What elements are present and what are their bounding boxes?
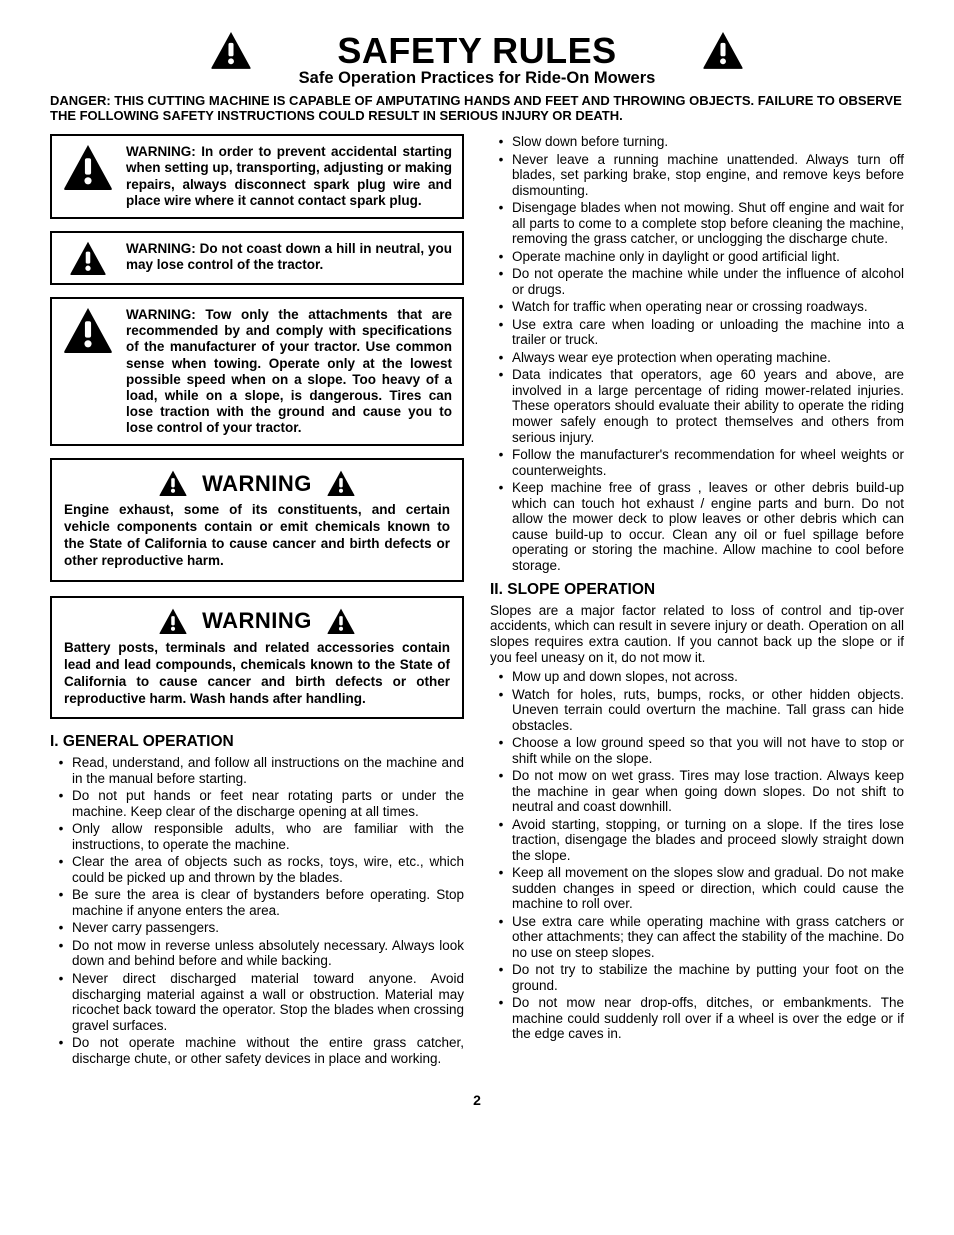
- warning-icon: [326, 470, 356, 496]
- list-item: Use extra care when loading or unloading…: [490, 317, 904, 348]
- section-1-cont-list: Slow down before turning. Never leave a r…: [490, 134, 904, 573]
- list-item: Keep machine free of grass , leaves or o…: [490, 480, 904, 573]
- warning-heading: WARNING: [202, 608, 312, 633]
- section-1-list: Read, understand, and follow all instruc…: [50, 755, 464, 1066]
- list-item: Watch for holes, ruts, bumps, rocks, or …: [490, 687, 904, 734]
- page-number: 2: [50, 1092, 904, 1108]
- list-item: Watch for traffic when operating near or…: [490, 299, 904, 315]
- list-item: Never leave a running machine unattended…: [490, 152, 904, 199]
- list-item: Data indicates that operators, age 60 ye…: [490, 367, 904, 445]
- warning-body: Battery posts, terminals and related acc…: [64, 640, 450, 708]
- list-item: Follow the manufacturer's recommendation…: [490, 447, 904, 478]
- danger-text: DANGER: THIS CUTTING MACHINE IS CAPABLE …: [50, 94, 904, 124]
- section-2-heading: II. SLOPE OPERATION: [490, 581, 904, 599]
- warning-text: WARNING: In order to prevent accidental …: [126, 144, 452, 209]
- warning-icon: [158, 608, 188, 634]
- warning-body: Engine exhaust, some of its constituents…: [64, 502, 450, 570]
- section-2-list: Mow up and down slopes, not across. Watch…: [490, 669, 904, 1042]
- warning-icon: [62, 144, 114, 190]
- warning-icon: [210, 30, 252, 70]
- list-item: Do not operate the machine while under t…: [490, 266, 904, 297]
- list-item: Only allow responsible adults, who are f…: [50, 821, 464, 852]
- list-item: Be sure the area is clear of bystanders …: [50, 887, 464, 918]
- list-item: Do not put hands or feet near rotating p…: [50, 788, 464, 819]
- list-item: Use extra care while operating machine w…: [490, 914, 904, 961]
- list-item: Read, understand, and follow all instruc…: [50, 755, 464, 786]
- warning-icon: [326, 608, 356, 634]
- warning-box-3: WARNING: Tow only the attachments that a…: [50, 297, 464, 447]
- list-item: Never direct discharged material toward …: [50, 971, 464, 1033]
- list-item: Do not mow on wet grass. Tires may lose …: [490, 768, 904, 815]
- list-item: Keep all movement on the slopes slow and…: [490, 865, 904, 912]
- left-column: WARNING: In order to prevent accidental …: [50, 134, 464, 1068]
- list-item: Do not try to stabilize the machine by p…: [490, 962, 904, 993]
- list-item: Do not mow near drop-offs, ditches, or e…: [490, 995, 904, 1042]
- warning-box-2: WARNING: Do not coast down a hill in neu…: [50, 231, 464, 285]
- warning-heading: WARNING: [202, 471, 312, 496]
- warning-box-1: WARNING: In order to prevent accidental …: [50, 134, 464, 219]
- subtitle: Safe Operation Practices for Ride-On Mow…: [50, 69, 904, 88]
- section-1-heading: I. GENERAL OPERATION: [50, 733, 464, 751]
- warning-icon: [62, 307, 114, 353]
- list-item: Do not mow in reverse unless absolutely …: [50, 938, 464, 969]
- list-item: Avoid starting, stopping, or turning on …: [490, 817, 904, 864]
- california-warning-1: WARNING Engine exhaust, some of its cons…: [50, 458, 464, 582]
- list-item: Never carry passengers.: [50, 920, 464, 936]
- right-column: Slow down before turning. Never leave a r…: [490, 134, 904, 1068]
- california-warning-2: WARNING Battery posts, terminals and rel…: [50, 596, 464, 720]
- warning-icon: [702, 30, 744, 70]
- list-item: Slow down before turning.: [490, 134, 904, 150]
- list-item: Clear the area of objects such as rocks,…: [50, 854, 464, 885]
- warning-text: WARNING: Tow only the attachments that a…: [126, 307, 452, 437]
- list-item: Always wear eye protection when operatin…: [490, 350, 904, 366]
- list-item: Disengage blades when not mowing. Shut o…: [490, 200, 904, 247]
- warning-icon: [62, 241, 114, 275]
- warning-text: WARNING: Do not coast down a hill in neu…: [126, 241, 452, 273]
- list-item: Mow up and down slopes, not across.: [490, 669, 904, 685]
- section-2-intro: Slopes are a major factor related to los…: [490, 603, 904, 665]
- list-item: Choose a low ground speed so that you wi…: [490, 735, 904, 766]
- list-item: Do not operate machine without the entir…: [50, 1035, 464, 1066]
- list-item: Operate machine only in daylight or good…: [490, 249, 904, 265]
- warning-icon: [158, 470, 188, 496]
- header: SAFETY RULES Safe Operation Practices fo…: [50, 30, 904, 88]
